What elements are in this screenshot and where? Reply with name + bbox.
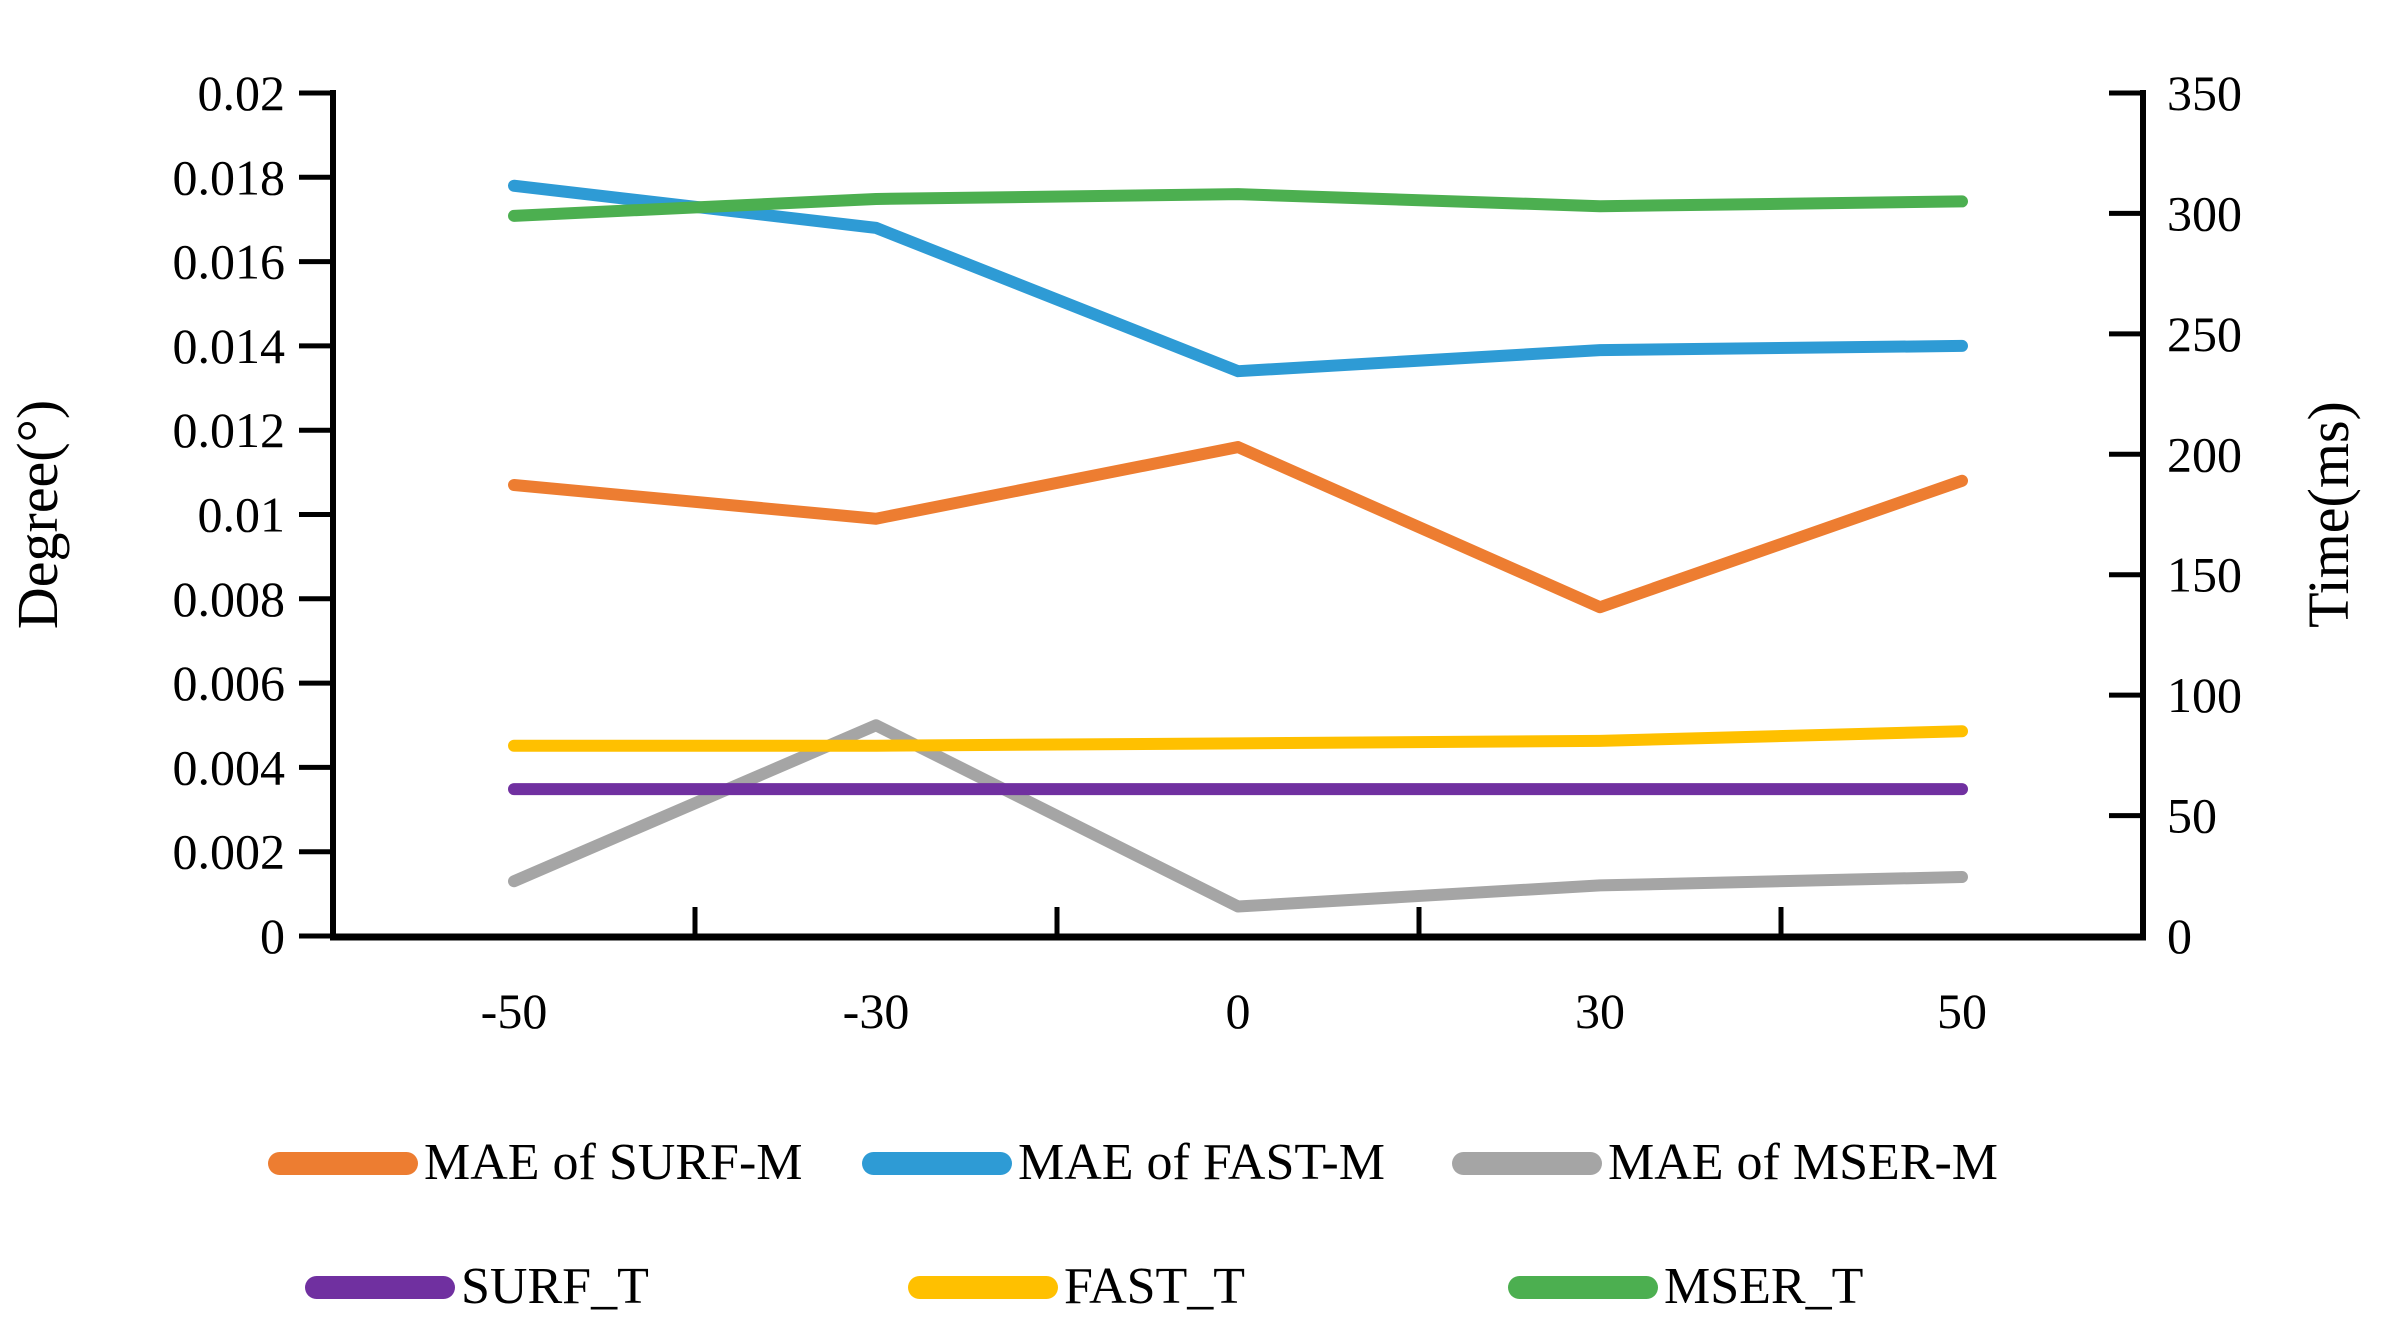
left-axis-tick-label: 0.002 [173, 824, 286, 880]
left-axis-tick-label: 0.018 [173, 149, 286, 205]
series-line-mae-of-fast-m [508, 179, 1968, 378]
legend-label-mser-t: MSER_T [1664, 1258, 1864, 1315]
axes: 0 0.002 0.004 0.006 0.008 0.01 0.012 0.014 0.016… [173, 65, 2243, 1039]
legend-swatch-mae-fast-m-icon [862, 1151, 1012, 1175]
right-axis-tick-label: 300 [2167, 185, 2242, 241]
right-axis-title: Time(ms) [2296, 401, 2361, 628]
left-axis-tick-label: 0.01 [198, 487, 286, 543]
legend-item-mser-t: MSER_T [1508, 1256, 1863, 1318]
legend-item-surf-t: SURF_T [305, 1256, 649, 1318]
left-axis-tick-label: 0.014 [173, 318, 286, 374]
legend-label-surf-t: SURF_T [461, 1258, 649, 1315]
left-axis-title: Degree(°) [5, 400, 70, 629]
series-line-fast-t [508, 725, 1968, 752]
series-line-mae-of-surf-m [508, 441, 1968, 614]
right-axis-tick-label: 50 [2167, 788, 2217, 844]
x-axis-tick-label: -30 [843, 983, 910, 1039]
legend-label-mae-surf-m: MAE of SURF-M [424, 1134, 803, 1191]
legend-swatch-mae-mser-m-icon [1452, 1151, 1602, 1175]
legend-label-fast-t: FAST_T [1064, 1258, 1246, 1315]
x-axis-tick-label: 50 [1937, 983, 1987, 1039]
x-axis-tick-label: 0 [1226, 983, 1251, 1039]
left-axis-tick-label: 0.012 [173, 402, 286, 458]
legend-item-mae-fast-m: MAE of FAST-M [862, 1132, 1385, 1194]
right-axis-tick-label: 200 [2167, 426, 2242, 482]
right-axis-tick-label: 100 [2167, 667, 2242, 723]
legend-label-mae-fast-m: MAE of FAST-M [1018, 1134, 1385, 1191]
legend-swatch-mae-surf-m-icon [268, 1151, 418, 1175]
left-axis-tick-label: 0.008 [173, 571, 286, 627]
left-axis-tick-label: 0.006 [173, 655, 286, 711]
left-axis-tick-label: 0.016 [173, 234, 286, 290]
right-axis-tick-label: 250 [2167, 306, 2242, 362]
right-axis-tick-label: 350 [2167, 65, 2242, 121]
left-axis-tick-label: 0.004 [173, 739, 286, 795]
legend-label-mae-mser-m: MAE of MSER-M [1608, 1134, 1999, 1191]
legend-item-fast-t: FAST_T [908, 1256, 1245, 1318]
legend-swatch-surf-t-icon [305, 1275, 455, 1299]
series-line-mae-of-mser-m [508, 719, 1968, 913]
left-axis-tick-label: 0 [260, 908, 285, 964]
right-axis-tick-label: 150 [2167, 547, 2242, 603]
legend-item-mae-mser-m: MAE of MSER-M [1452, 1132, 1998, 1194]
series-line-mser-t [508, 188, 1968, 222]
legend-swatch-mser-t-icon [1508, 1275, 1658, 1299]
legend-item-mae-surf-m: MAE of SURF-M [268, 1132, 803, 1194]
legend-swatch-fast-t-icon [908, 1275, 1058, 1299]
right-axis-tick-label: 0 [2167, 908, 2192, 964]
x-axis-tick-label: 30 [1575, 983, 1625, 1039]
left-axis-tick-label: 0.02 [198, 65, 286, 121]
x-axis-tick-label: -50 [481, 983, 548, 1039]
